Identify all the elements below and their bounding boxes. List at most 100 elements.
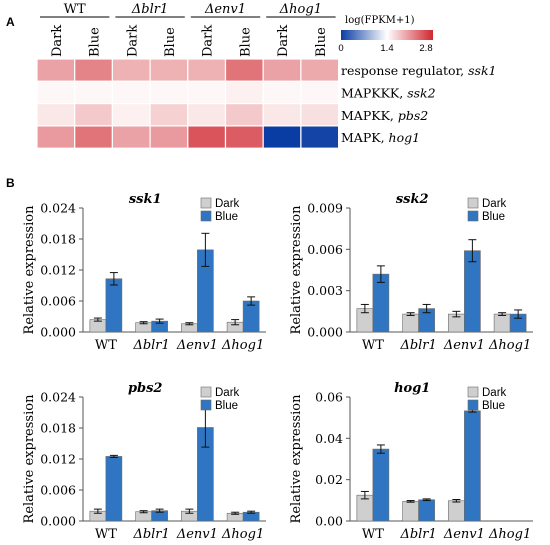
heatmap-cell	[149, 80, 189, 105]
x-tick-label: Δhog1	[221, 527, 264, 542]
y-tick-label: 0.024	[40, 390, 76, 405]
legend-max-label: 2.8	[419, 43, 432, 54]
bar-blue	[418, 499, 435, 522]
y-tick-label: 0.000	[40, 325, 76, 340]
legend-colorbar	[341, 30, 433, 40]
heatmap-cell	[149, 58, 189, 82]
legend-label-dark: Dark	[482, 198, 507, 210]
row-label: MAPKKK, ssk2	[341, 85, 436, 100]
legend-label-dark: Dark	[215, 198, 240, 210]
x-tick-label: WT	[362, 338, 384, 353]
y-tick-label: 0.012	[40, 263, 76, 278]
condition-label-blue: Blue	[314, 27, 329, 57]
heatmap-cell	[111, 125, 151, 149]
legend-label-dark: Dark	[215, 387, 240, 399]
heatmap-cell	[300, 102, 340, 127]
y-tick-label: 0.04	[315, 431, 343, 446]
heatmap-cell	[262, 102, 302, 127]
legend-swatch-blue	[200, 399, 212, 411]
x-tick-label: Δblr1	[132, 338, 169, 353]
x-tick-label: Δblr1	[399, 338, 436, 353]
legend-swatch-dark	[200, 197, 212, 209]
legend-label-blue: Blue	[482, 211, 505, 223]
y-tick-label: 0.02	[315, 472, 343, 487]
y-tick-label: 0.006	[307, 242, 343, 257]
group-label-delta-hog1: Δhog1	[279, 2, 322, 17]
heatmap-cell	[74, 102, 113, 127]
bar-chart-pbs2: pbs2 Relative expression 0.000 0.006 0.012 0.…	[22, 381, 266, 542]
y-tick-label: 0.009	[307, 201, 343, 216]
legend-label-blue: Blue	[215, 400, 238, 412]
x-tick-label: Δblr1	[399, 527, 436, 542]
legend-swatch-blue	[467, 399, 479, 411]
y-tick-label: 0.003	[307, 283, 343, 298]
heatmap-cell	[111, 80, 151, 105]
y-axis-label: Relative expression	[22, 205, 37, 335]
heatmap-legend: log(FPKM+1) 0 1.4 2.8	[338, 15, 433, 54]
y-tick-label: 0.06	[315, 390, 343, 405]
heatmap-cell	[36, 125, 76, 149]
heatmap-cell	[74, 58, 113, 82]
condition-label-blue: Blue	[238, 27, 253, 57]
row-label: MAPKK, pbs2	[341, 108, 428, 123]
heatmap-headers: WT Dark Blue Δblr1 Dark Blue Δenv1 Dark Blue Δhog…	[40, 2, 336, 57]
x-tick-label: Δenv1	[176, 527, 218, 542]
condition-label-dark: Dark	[201, 25, 216, 57]
heatmap-cell	[262, 125, 302, 149]
bar-chart-ssk1: ssk1 Relative expression 0.000 0.006 0.012 0.…	[22, 192, 266, 353]
heatmap-cell	[187, 125, 227, 149]
y-tick-label: 0.018	[40, 421, 76, 436]
condition-label-dark: Dark	[125, 25, 140, 57]
bar-chart-ssk2: ssk2 Relative expression 0.000 0.003 0.006 0.…	[289, 192, 533, 353]
x-tick-label: Δenv1	[176, 338, 218, 353]
condition-label-dark: Dark	[50, 25, 65, 57]
bar-blue	[464, 410, 481, 522]
panel-a-label: A	[6, 15, 15, 29]
y-tick-label: 0.024	[40, 201, 76, 216]
heatmap-cell	[224, 80, 264, 105]
heatmap-cell	[149, 102, 189, 127]
y-tick-label: 0.000	[40, 514, 76, 529]
legend-label-dark: Dark	[482, 387, 507, 399]
bar-blue	[464, 250, 481, 333]
heatmap-cell	[149, 125, 189, 149]
heatmap-cell	[36, 80, 76, 105]
row-label: response regulator, ssk1	[341, 63, 496, 78]
heatmap-cell	[187, 58, 227, 82]
y-tick-label: 0.012	[40, 452, 76, 467]
heatmap-cell	[36, 102, 76, 127]
bar-blue	[242, 300, 260, 333]
legend-swatch-blue	[200, 210, 212, 222]
x-tick-label: WT	[95, 527, 117, 542]
chart-title: pbs2	[128, 381, 163, 396]
bar-blue	[105, 278, 123, 333]
bar-dark	[402, 313, 419, 333]
heatmap-cell	[262, 58, 302, 82]
condition-label-dark: Dark	[276, 25, 291, 57]
legend-swatch-dark	[200, 386, 212, 398]
y-axis-label: Relative expression	[22, 394, 37, 524]
x-tick-label: Δhog1	[488, 338, 531, 353]
chart-title: ssk2	[396, 192, 429, 207]
bar-dark	[493, 313, 511, 333]
group-label-wt: WT	[64, 2, 86, 17]
y-tick-label: 0.000	[307, 325, 343, 340]
x-tick-label: WT	[95, 338, 117, 353]
heatmap-row-labels: response regulator, ssk1 MAPKKK, ssk2 MAPK…	[341, 63, 496, 145]
heatmap-cell	[300, 80, 340, 105]
heatmap-cell	[187, 80, 227, 105]
row-label: MAPK, hog1	[341, 130, 420, 145]
heatmap-cell	[224, 58, 264, 82]
heatmap-cell	[224, 102, 264, 127]
x-tick-label: Δenv1	[443, 338, 485, 353]
x-tick-label: Δblr1	[132, 527, 169, 542]
condition-label-blue: Blue	[88, 27, 103, 57]
heatmap	[36, 58, 340, 149]
legend-swatch-dark	[467, 386, 479, 398]
legend-title: log(FPKM+1)	[345, 15, 415, 26]
bar-dark	[448, 500, 465, 522]
x-tick-label: Δhog1	[221, 338, 264, 353]
y-axis-label: Relative expression	[289, 394, 304, 524]
heatmap-cell	[111, 102, 151, 127]
